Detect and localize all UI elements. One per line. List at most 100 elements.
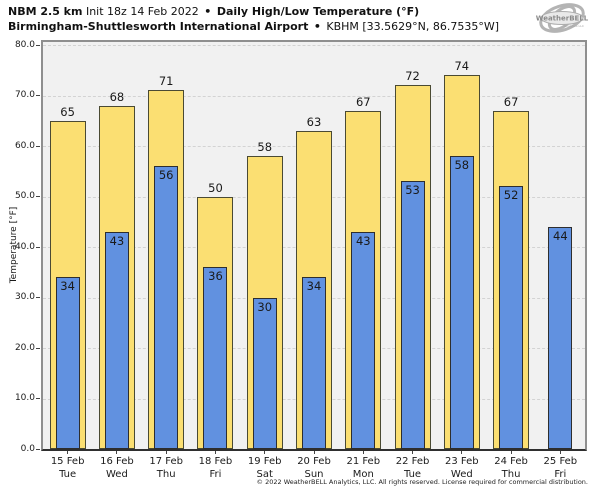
bar-low-16-feb	[104, 231, 129, 449]
low-value-label: 44	[553, 228, 568, 243]
high-value-label: 50	[208, 180, 223, 195]
xtick-label-21-feb: 21 Feb Mon	[333, 455, 393, 481]
low-value-label: 58	[454, 158, 470, 173]
ytick-label-30.0: 30.0	[14, 292, 35, 302]
plot-area: 65 34 68 43 71 56 50 36 58 30 63 34 67 43 72 53 74 58 67 52…	[41, 40, 587, 451]
xtick-date: 25 Feb	[543, 456, 578, 467]
low-value-label: 43	[355, 233, 371, 248]
ytick-label-0.0: 0.0	[20, 443, 35, 454]
station-name: Birmingham-Shuttlesworth International A…	[8, 20, 309, 33]
xtick-weekday: Mon	[352, 469, 374, 480]
xtick-weekday: Fri	[209, 469, 222, 480]
low-value-label: 34	[60, 279, 75, 294]
xtick-mark-4	[214, 451, 216, 454]
xtick-label-24-feb: 24 Feb Thu	[481, 455, 541, 481]
xtick-mark-8	[412, 451, 414, 454]
ytick-label-80.0: 80.0	[14, 39, 35, 50]
xtick-date: 17 Feb	[149, 456, 183, 467]
xtick-mark-9	[461, 451, 463, 454]
high-value-label: 58	[257, 140, 273, 155]
bar-low-22-feb	[400, 181, 425, 449]
low-value-label: 56	[158, 168, 174, 183]
logo-tagline-text: Analytics LLC	[564, 24, 584, 28]
xtick-date: 20 Feb	[297, 456, 331, 467]
xtick-label-18-feb: 18 Feb Fri	[185, 455, 245, 481]
high-value-label: 68	[109, 89, 125, 104]
hurricane-swirl-icon: WeatherBELL Analytics LLC	[536, 3, 589, 33]
high-value-label: 67	[355, 94, 371, 109]
xtick-label-25-feb: 25 Feb Fri	[530, 455, 590, 481]
xtick-weekday: Sat	[256, 469, 273, 480]
ytick-mark-30.0	[36, 297, 40, 298]
ytick-mark-0.0	[36, 448, 40, 450]
low-value-label: 53	[405, 183, 420, 198]
ytick-mark-20.0	[36, 347, 40, 349]
ytick-label-10.0: 10.0	[14, 393, 35, 403]
xtick-weekday: Tue	[403, 469, 422, 480]
chart-header: NBM 2.5 km Init 18z 14 Feb 2022 • Daily …	[8, 4, 499, 34]
xtick-label-17-feb: 17 Feb Thu	[136, 455, 196, 481]
xtick-label-19-feb: 19 Feb Sat	[235, 455, 295, 481]
subtitle-separator: •	[313, 20, 321, 33]
xtick-mark-10	[510, 451, 512, 454]
ytick-label-70.0: 70.0	[14, 90, 35, 100]
ytick-mark-80.0	[36, 44, 40, 46]
xtick-date: 24 Feb	[494, 456, 528, 467]
high-value-label: 71	[158, 74, 174, 89]
low-value-label: 36	[208, 269, 223, 284]
xtick-weekday: Tue	[59, 469, 77, 480]
title-separator: •	[204, 5, 212, 18]
xtick-date: 22 Feb	[395, 456, 430, 467]
copyright-notice: © 2022 WeatherBELL Analytics, LLC. All r…	[256, 478, 588, 486]
high-value-label: 65	[60, 104, 75, 119]
bar-low-24-feb	[499, 186, 524, 449]
xtick-label-15-feb: 15 Feb Tue	[38, 455, 98, 481]
bar-low-21-feb	[351, 231, 376, 449]
low-value-label: 34	[306, 279, 322, 294]
low-value-label: 52	[503, 188, 519, 203]
gridline-80	[43, 45, 585, 46]
xtick-label-22-feb: 22 Feb Tue	[383, 455, 443, 481]
xtick-date: 18 Feb	[198, 456, 233, 467]
chart-title-line-1: NBM 2.5 km Init 18z 14 Feb 2022 • Daily …	[8, 4, 499, 19]
gridline-70	[43, 95, 585, 97]
weatherbell-logo: WeatherBELL Analytics LLC	[530, 1, 594, 37]
ytick-mark-60.0	[36, 145, 40, 147]
ytick-mark-40.0	[36, 246, 40, 248]
station-meta: KBHM [33.5629°N, 86.7535°W]	[326, 20, 500, 33]
xtick-weekday: Fri	[554, 469, 567, 480]
xtick-date: 19 Feb	[247, 456, 282, 467]
bar-low-23-feb	[449, 156, 474, 449]
xtick-date: 16 Feb	[100, 456, 134, 467]
low-value-label: 43	[109, 233, 125, 248]
product-name: Daily High/Low Temperature (°F)	[216, 5, 420, 18]
xtick-date: 15 Feb	[50, 456, 85, 467]
ytick-label-20.0: 20.0	[14, 342, 35, 353]
init-time: Init 18z 14 Feb 2022	[85, 5, 199, 18]
bar-low-18-feb	[203, 267, 228, 449]
logo-brand-text: WeatherBELL	[536, 15, 589, 23]
xtick-weekday: Thu	[501, 469, 521, 480]
ytick-label-40.0: 40.0	[14, 241, 35, 252]
ytick-mark-50.0	[36, 196, 40, 197]
xtick-mark-11	[559, 451, 561, 454]
ytick-mark-70.0	[36, 95, 40, 96]
bar-low-25-feb	[548, 226, 573, 449]
xtick-weekday: Wed	[106, 469, 128, 480]
xtick-mark-1	[67, 451, 69, 454]
xtick-label-16-feb: 16 Feb Wed	[87, 455, 147, 481]
xtick-mark-3	[165, 451, 167, 454]
ytick-label-50.0: 50.0	[14, 191, 35, 201]
chart-title-line-2: Birmingham-Shuttlesworth International A…	[8, 19, 499, 34]
xtick-date: 21 Feb	[346, 456, 381, 467]
xtick-mark-6	[313, 451, 315, 454]
xtick-mark-7	[362, 451, 364, 454]
bar-low-20-feb	[302, 277, 326, 449]
xtick-mark-5	[264, 451, 266, 454]
high-value-label: 67	[503, 94, 519, 109]
xtick-weekday: Wed	[450, 469, 473, 480]
xtick-label-23-feb: 23 Feb Wed	[432, 455, 492, 481]
xtick-weekday: Thu	[156, 469, 176, 480]
bar-low-17-feb	[154, 166, 179, 449]
xtick-weekday: Sun	[304, 469, 324, 480]
